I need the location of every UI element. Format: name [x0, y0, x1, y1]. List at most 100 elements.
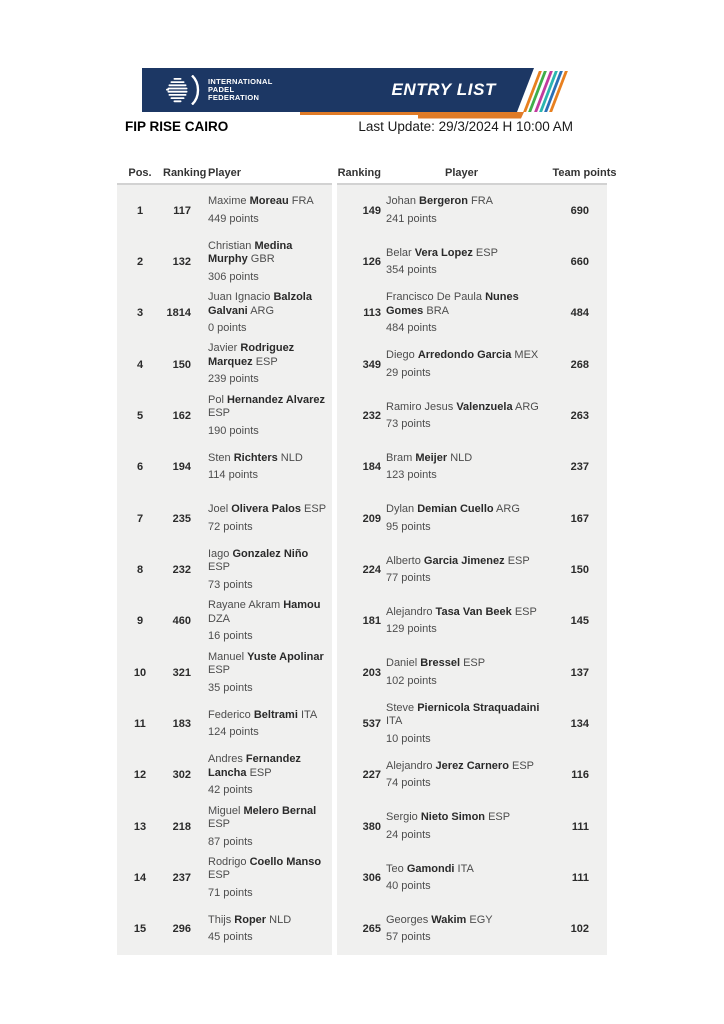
player-name: Ramiro Jesus Valenzuela ARG [386, 400, 539, 413]
row-right-half: 149 Johan Bergeron FRA 241 points 690 [337, 185, 607, 237]
ranking-cell-right: 227 [362, 769, 381, 782]
player-points: 239 points [208, 373, 259, 386]
player-cell-left: Maxime Moreau FRA 449 points [191, 185, 332, 236]
row-left-half: 14 237 Rodrigo Coello Manso ESP 71 point… [117, 852, 332, 904]
ranking-cell-left: 232 [172, 564, 191, 577]
table-row: 12 302 Andres Fernandez Lancha ESP 42 po… [117, 749, 607, 802]
ranking-cell-right: 203 [362, 666, 381, 679]
team-points-cell: 268 [570, 358, 589, 371]
player-name: Rodrigo Coello Manso ESP [208, 855, 322, 882]
ranking-cell-left: 302 [172, 769, 191, 782]
row-right-half: 126 Belar Vera Lopez ESP 354 points 660 [337, 236, 607, 288]
player-points: 57 points [386, 931, 431, 944]
player-cell-right: Alejandro Tasa Van Beek ESP 129 points [381, 596, 542, 647]
row-left-half: 10 321 Manuel Yuste Apolinar ESP 35 poin… [117, 647, 332, 699]
player-points: 306 points [208, 270, 259, 283]
player-cell-left: Juan Ignacio Balzola Galvani ARG 0 point… [191, 288, 332, 339]
row-left-half: 13 218 Miguel Melero Bernal ESP 87 point… [117, 801, 332, 853]
player-name: Johan Bergeron FRA [386, 195, 494, 208]
player-name: Francisco De Paula Nunes Gomes BRA [386, 291, 519, 317]
player-cell-left: Rodrigo Coello Manso ESP 71 points [191, 852, 332, 903]
header-ranking-left: Ranking [163, 152, 206, 185]
pos-cell: 11 [134, 718, 146, 731]
pos-cell: 15 [133, 923, 147, 936]
table-row: 7 235 Joel Olivera Palos ESP 72 points 2… [117, 493, 607, 545]
table-row: 2 132 Christian Medina Murphy GBR 306 po… [117, 236, 607, 288]
player-cell-right: Dylan Demian Cuello ARG 95 points [381, 493, 542, 544]
pos-cell: 3 [136, 307, 144, 320]
ranking-cell-right: 349 [362, 358, 381, 371]
team-points-cell: 660 [570, 256, 589, 269]
table-body: 1 117 Maxime Moreau FRA 449 points 149 J… [117, 185, 607, 956]
player-name: Sten Richters NLD [208, 451, 303, 464]
row-right-half: 380 Sergio Nieto Simon ESP 24 points 111 [337, 801, 607, 853]
team-points-cell: 134 [570, 718, 589, 731]
banner-title: ENTRY LIST [391, 80, 496, 99]
player-cell-right: Bram Meijer NLD 123 points [381, 442, 542, 493]
team-points-cell: 150 [570, 564, 589, 577]
table-row: 15 296 Thijs Roper NLD 45 points 265 Geo… [117, 903, 607, 956]
player-cell-right: Diego Arredondo Garcia MEX 29 points [381, 339, 542, 390]
row-right-half: 232 Ramiro Jesus Valenzuela ARG 73 point… [337, 390, 607, 442]
table-row: 5 162 Pol Hernandez Alvarez ESP 190 poin… [117, 390, 607, 442]
pos-cell: 2 [136, 256, 144, 269]
player-name: Alberto Garcia Jimenez ESP [386, 554, 530, 567]
header-player-left: Player [191, 152, 332, 185]
player-points: 87 points [208, 835, 253, 848]
player-points: 35 points [208, 681, 253, 694]
player-points: 129 points [386, 623, 437, 636]
table-row: 4 150 Javier Rodriguez Marquez ESP 239 p… [117, 339, 607, 391]
logo-line-1: INTERNATIONAL [208, 77, 273, 86]
player-points: 484 points [386, 322, 437, 335]
player-points: 102 points [386, 674, 437, 687]
banner-underline-thick [418, 112, 524, 119]
padel-ball-icon [166, 75, 202, 105]
player-name: Georges Wakim EGY [386, 913, 493, 926]
player-name: Alejandro Jerez Carnero ESP [386, 759, 534, 772]
player-points: 74 points [386, 777, 431, 790]
player-points: 45 points [208, 931, 253, 944]
table-row: 13 218 Miguel Melero Bernal ESP 87 point… [117, 801, 607, 853]
player-cell-right: Alberto Garcia Jimenez ESP 77 points [381, 544, 542, 595]
pos-cell: 5 [136, 410, 144, 423]
player-cell-right: Alejandro Jerez Carnero ESP 74 points [381, 750, 542, 801]
row-right-half: 265 Georges Wakim EGY 57 points 102 [337, 903, 607, 956]
player-cell-left: Christian Medina Murphy GBR 306 points [191, 236, 332, 287]
ranking-cell-left: 218 [172, 820, 191, 833]
ranking-cell-left: 460 [172, 615, 191, 628]
player-cell-right: Steve Piernicola Straquadaini ITA 10 poi… [381, 698, 542, 749]
team-points-cell: 167 [570, 512, 589, 525]
logo-line-2: PADEL [208, 85, 235, 94]
player-name: Manuel Yuste Apolinar ESP [208, 650, 324, 677]
table-row: 14 237 Rodrigo Coello Manso ESP 71 point… [117, 852, 607, 904]
player-name: Belar Vera Lopez ESP [386, 246, 498, 259]
team-points-cell: 116 [571, 769, 589, 782]
player-points: 123 points [386, 469, 437, 482]
last-update-text: Last Update: 29/3/2024 H 10:00 AM [358, 119, 573, 134]
pos-cell: 10 [133, 666, 147, 679]
logo-line-3: FEDERATION [208, 93, 260, 102]
team-points-cell: 102 [570, 923, 589, 936]
player-name: Thijs Roper NLD [208, 913, 292, 926]
player-points: 449 points [208, 212, 259, 225]
table-row: 9 460 Rayane Akram Hamou DZA 16 points 1… [117, 595, 607, 648]
pos-cell: 12 [133, 769, 147, 782]
player-name: Rayane Akram Hamou DZA [208, 599, 321, 625]
ranking-cell-right: 209 [362, 512, 381, 525]
player-points: 0 points [208, 322, 247, 335]
ranking-cell-right: 184 [362, 461, 381, 474]
ranking-cell-right: 181 [362, 615, 381, 628]
pos-cell: 14 [133, 872, 147, 885]
table-row: 10 321 Manuel Yuste Apolinar ESP 35 poin… [117, 647, 607, 699]
player-cell-left: Thijs Roper NLD 45 points [191, 904, 332, 955]
player-cell-right: Georges Wakim EGY 57 points [381, 904, 542, 955]
ranking-cell-left: 1814 [166, 307, 191, 320]
row-right-half: 203 Daniel Bressel ESP 102 points 137 [337, 647, 607, 699]
player-name: Iago Gonzalez Niño ESP [208, 547, 309, 574]
table-row: 1 117 Maxime Moreau FRA 449 points 149 J… [117, 185, 607, 237]
row-left-half: 4 150 Javier Rodriguez Marquez ESP 239 p… [117, 339, 332, 391]
team-points-cell: 145 [570, 615, 589, 628]
table-row: 3 1814 Juan Ignacio Balzola Galvani ARG … [117, 287, 607, 340]
player-cell-left: Iago Gonzalez Niño ESP 73 points [191, 544, 332, 595]
player-points: 16 points [208, 630, 253, 643]
